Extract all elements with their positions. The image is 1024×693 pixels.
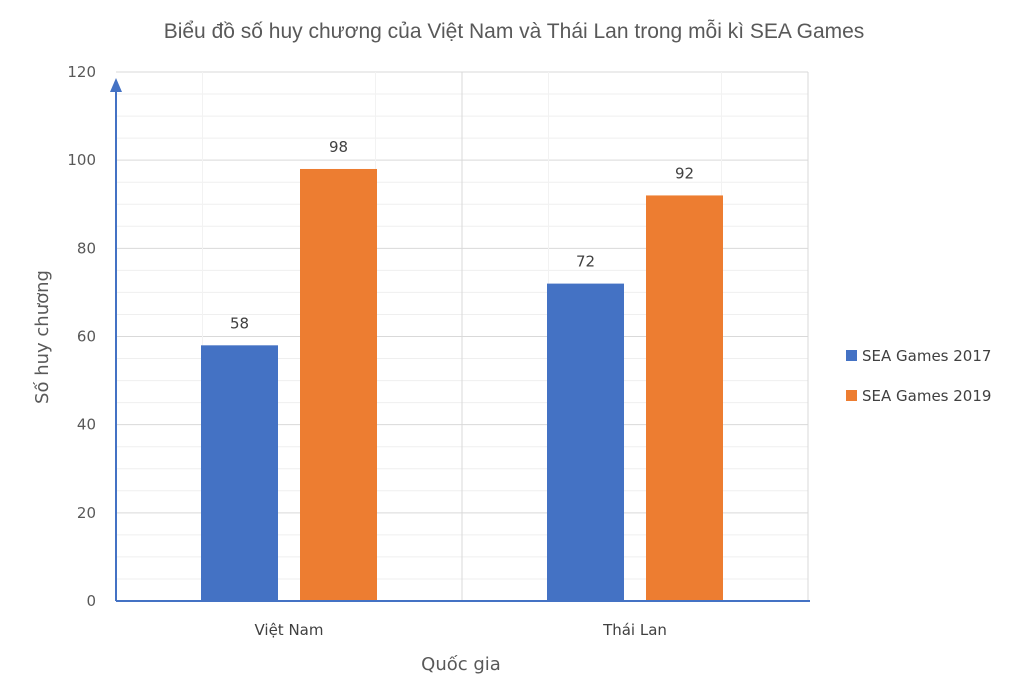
legend-swatch [846, 350, 857, 361]
x-tick-labels: Việt Nam Thái Lan [254, 621, 666, 639]
bars [201, 168, 723, 601]
data-label: 58 [230, 314, 249, 332]
y-tick-label: 80 [77, 239, 96, 257]
axes [110, 78, 810, 602]
data-label: 72 [576, 253, 595, 271]
bar [300, 168, 377, 601]
y-tick-labels: 0 20 40 60 80 100 120 [67, 63, 96, 610]
x-axis-label: Quốc gia [421, 654, 501, 675]
legend-swatch [846, 390, 857, 401]
y-tick-label: 0 [86, 592, 96, 610]
bar [201, 345, 278, 601]
data-label: 92 [675, 164, 694, 182]
x-tick-label: Thái Lan [602, 621, 667, 639]
x-tick-label: Việt Nam [254, 621, 323, 639]
data-labels: 58 98 72 92 [230, 138, 694, 332]
legend: SEA Games 2017 SEA Games 2019 [846, 347, 991, 405]
y-axis-label: Số huy chương [32, 270, 53, 404]
data-label: 98 [329, 138, 348, 156]
y-tick-label: 120 [67, 63, 96, 81]
legend-label: SEA Games 2017 [862, 347, 991, 365]
legend-label: SEA Games 2019 [862, 387, 991, 405]
y-tick-label: 60 [77, 328, 96, 346]
y-tick-label: 40 [77, 416, 96, 434]
y-tick-label: 20 [77, 504, 96, 522]
bar [547, 283, 624, 601]
y-tick-label: 100 [67, 151, 96, 169]
chart-title: Biểu đồ số huy chương của Việt Nam và Th… [164, 20, 865, 43]
y-axis-arrow-icon [110, 78, 122, 92]
bar [646, 195, 723, 601]
